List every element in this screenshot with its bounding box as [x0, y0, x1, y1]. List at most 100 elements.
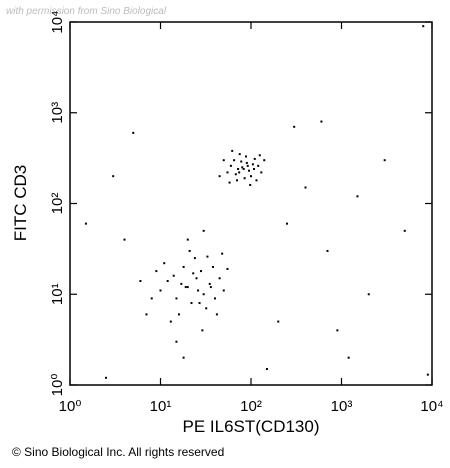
dot — [201, 329, 204, 332]
dot — [367, 293, 370, 296]
dot — [233, 159, 236, 162]
dot — [172, 274, 175, 277]
footer: © Sino Biological Inc. All rights reserv… — [12, 445, 224, 459]
dot — [244, 155, 247, 158]
dot — [422, 25, 425, 28]
dot — [229, 164, 232, 167]
dot — [277, 320, 280, 323]
dot — [347, 356, 350, 359]
dot — [208, 282, 211, 285]
dot — [403, 229, 406, 232]
dot — [383, 159, 386, 162]
dot — [180, 282, 183, 285]
dot — [238, 153, 241, 156]
dot — [177, 313, 180, 316]
x-axis-label: PE IL6ST(CD130) — [183, 417, 320, 436]
dot — [206, 255, 209, 258]
dot — [263, 159, 266, 162]
dot — [320, 120, 323, 123]
plot-frame — [69, 21, 433, 386]
dot — [192, 272, 195, 275]
y-tick-label: 10⁰ — [49, 374, 66, 397]
x-tick-label: 10² — [240, 398, 262, 415]
dot — [336, 329, 339, 332]
dot — [222, 289, 225, 292]
dot — [255, 179, 258, 182]
dot — [182, 265, 185, 268]
dot — [169, 320, 172, 323]
dot — [241, 166, 244, 169]
dot — [221, 252, 224, 255]
dot — [215, 313, 218, 316]
dot — [84, 222, 87, 225]
dot — [250, 175, 252, 178]
dot — [182, 356, 185, 359]
dot — [186, 238, 189, 241]
x-tick-label: 10³ — [331, 398, 353, 415]
dot — [199, 270, 202, 273]
dot — [260, 171, 263, 174]
dot — [205, 307, 208, 310]
dot — [139, 279, 142, 282]
dot — [243, 177, 246, 180]
dot — [211, 265, 214, 268]
dot — [195, 277, 198, 280]
dot — [166, 279, 169, 282]
dot — [198, 302, 201, 305]
dot — [150, 297, 153, 300]
dot — [257, 164, 260, 167]
dot — [304, 186, 307, 189]
dot — [188, 249, 191, 252]
dot — [235, 179, 238, 182]
dot — [253, 167, 256, 170]
dot — [245, 161, 248, 164]
dot — [209, 286, 212, 289]
dot — [226, 171, 229, 174]
dot — [132, 131, 135, 134]
dot — [426, 373, 429, 376]
dot — [155, 270, 158, 273]
dot — [105, 376, 108, 379]
dot — [145, 313, 148, 316]
dot — [123, 238, 126, 241]
dot — [175, 340, 178, 343]
dot — [286, 222, 289, 225]
dot — [197, 289, 200, 292]
dot — [184, 286, 187, 289]
dot — [193, 257, 196, 260]
y-axis-label: FITC CD3 — [11, 165, 30, 242]
dot — [112, 175, 115, 178]
x-tick-label: 10⁴ — [420, 398, 443, 415]
dot — [253, 157, 256, 160]
dot — [234, 173, 237, 176]
dot — [175, 297, 178, 300]
dot — [218, 175, 221, 178]
dot — [228, 181, 231, 184]
dot — [246, 164, 249, 167]
dot — [242, 167, 245, 170]
dot — [186, 286, 189, 289]
dot — [326, 249, 329, 252]
dot — [190, 302, 193, 305]
y-tick-label: 10⁴ — [49, 10, 66, 33]
x-tick-label: 10⁰ — [59, 398, 82, 415]
y-tick-label: 10² — [49, 193, 66, 215]
dot — [238, 171, 241, 174]
dot — [159, 289, 162, 292]
dot — [202, 229, 205, 232]
dot — [222, 159, 225, 162]
watermark: with permission from Sino Biological — [6, 6, 167, 17]
dot — [265, 368, 268, 371]
dot — [202, 293, 205, 296]
dot — [163, 262, 166, 265]
dot — [247, 169, 250, 172]
y-tick-label: 10³ — [49, 102, 66, 124]
dot — [249, 183, 252, 186]
dot — [231, 149, 234, 152]
y-tick-label: 10¹ — [49, 283, 66, 305]
dot — [251, 163, 254, 166]
dot — [218, 277, 221, 280]
dot — [240, 160, 243, 163]
x-tick-label: 10¹ — [150, 398, 172, 415]
